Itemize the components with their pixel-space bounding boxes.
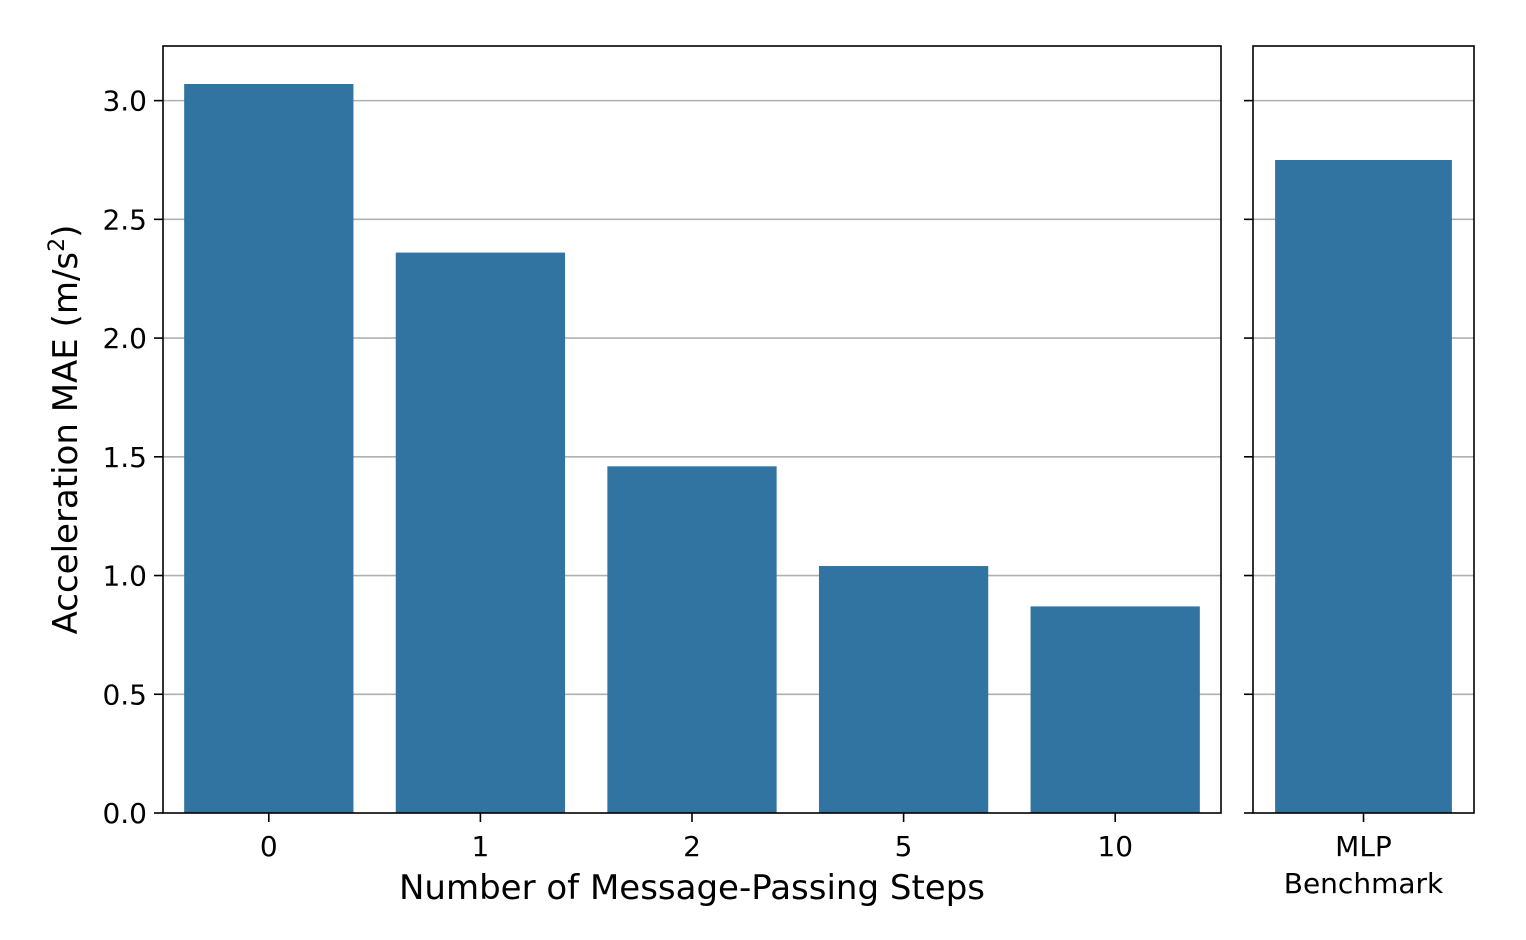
ytick-label: 2.5 (102, 203, 147, 236)
bar-steps-1 (395, 252, 566, 814)
plot-frame-side (1252, 45, 1475, 814)
plot-frame-main (162, 45, 1222, 814)
bar-mlp-benchmark (1275, 159, 1452, 813)
xtick-label: 2 (683, 830, 701, 863)
xtick-label-side: MLP (1335, 830, 1392, 863)
ytick-label: 0.0 (102, 797, 147, 830)
ytick-label: 3.0 (102, 85, 147, 118)
bar-steps-10 (1030, 606, 1200, 813)
xtick-label: 5 (895, 830, 913, 863)
xtick-label: 0 (260, 830, 278, 863)
ytick-label: 1.0 (102, 560, 147, 593)
bar-steps-0 (184, 83, 354, 814)
x-axis-label: Number of Message-Passing Steps (399, 868, 985, 908)
ytick-label: 2.0 (102, 322, 147, 355)
ytick-label: 0.5 (102, 678, 147, 711)
xtick-label-side: Benchmark (1284, 867, 1444, 900)
xtick-label: 1 (471, 830, 489, 863)
y-axis-label-close: ) (46, 225, 86, 238)
bar-steps-2 (607, 466, 777, 813)
y-axis-label-superscript: 2 (45, 238, 70, 252)
ytick-label: 1.5 (102, 441, 147, 474)
y-axis-label: Acceleration MAE (m/s2) (45, 225, 86, 635)
xtick-label: 10 (1097, 830, 1133, 863)
bar-steps-5 (818, 566, 989, 813)
y-axis-label-main: Acceleration MAE (m/s (46, 252, 86, 635)
